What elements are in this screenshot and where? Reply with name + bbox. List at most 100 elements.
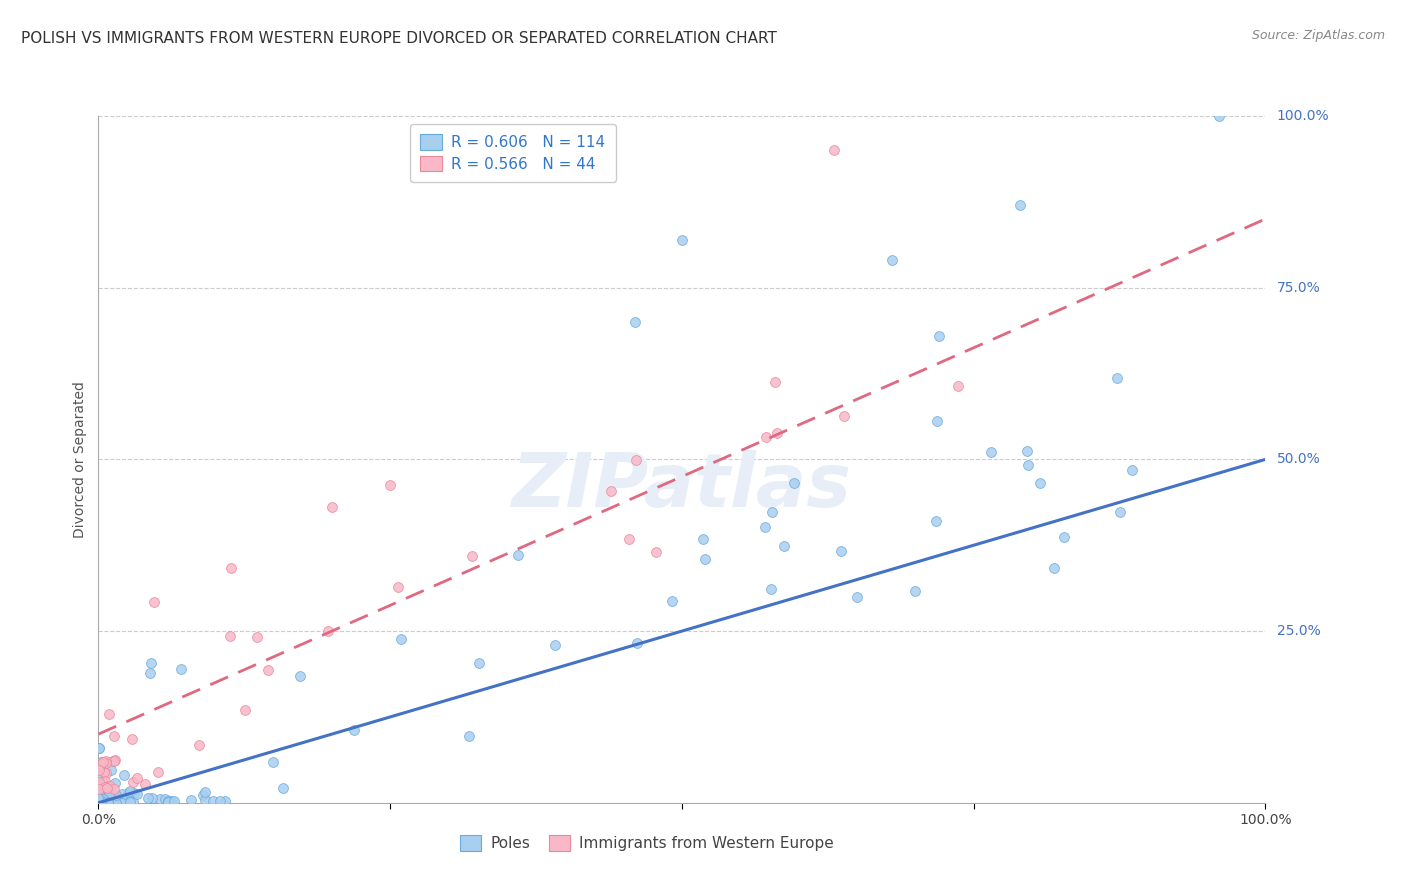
Point [97,796,120,810]
Point [91,791,114,805]
Point [125,787,148,801]
Point [759,582,782,596]
Point [87,768,110,782]
Point [100,779,122,793]
Text: Source: ZipAtlas.com: Source: ZipAtlas.com [1251,29,1385,42]
Point [124,786,146,800]
Point [508,548,530,562]
Point [979,445,1001,459]
Point [91,755,114,769]
Point [141,791,163,805]
Point [194,785,217,799]
Point [87,793,110,807]
Point [89,760,111,774]
Point [100,763,122,777]
Point [87,780,110,795]
Point [87,763,110,777]
Point [97,796,120,810]
Point [156,794,179,808]
Point [946,379,969,393]
Point [97,707,120,722]
Point [246,630,269,644]
Point [104,796,127,810]
Point [180,793,202,807]
Point [93,773,115,788]
Point [766,425,789,440]
Point [139,657,162,671]
Point [1109,505,1132,519]
Point [100,794,122,808]
Point [233,703,256,717]
Point [830,544,852,558]
Point [91,774,114,789]
Point [110,795,132,809]
Point [1017,443,1039,458]
Point [120,786,142,800]
Point [644,545,666,559]
Point [90,794,112,808]
Point [94,756,117,770]
Point [93,780,115,795]
Point [149,792,172,806]
Point [1053,531,1076,545]
Point [122,774,145,789]
Point [111,796,134,810]
Point [90,755,112,769]
Point [118,795,141,809]
Point [290,669,312,683]
Point [87,741,110,756]
Point [87,793,110,807]
Point [105,788,128,802]
Point [661,594,683,608]
Point [619,533,641,547]
Point [928,328,950,343]
Point [98,788,121,802]
Point [156,795,179,809]
Point [626,636,648,650]
Point [98,789,121,804]
Point [94,796,117,810]
Point [193,788,215,802]
Point [134,777,156,791]
Point [904,583,927,598]
Point [160,794,183,808]
Point [89,787,111,801]
Point [98,793,121,807]
Point [87,791,110,805]
Point [1017,458,1039,473]
Point [754,520,776,534]
Point [139,665,162,680]
Point [624,453,647,467]
Point [96,791,118,805]
Point [93,795,115,809]
Point [136,791,159,805]
Text: POLISH VS IMMIGRANTS FROM WESTERN EUROPE DIVORCED OR SEPARATED CORRELATION CHART: POLISH VS IMMIGRANTS FROM WESTERN EUROPE… [21,31,778,46]
Point [343,723,366,738]
Point [104,795,127,809]
Point [97,779,120,793]
Point [104,793,127,807]
Point [880,253,903,268]
Point [927,414,949,428]
Point [117,786,139,800]
Point [121,732,143,747]
Point [170,663,193,677]
Point [214,794,236,808]
Point [103,729,125,743]
Point [104,753,127,767]
Point [112,767,135,781]
Point [98,796,121,810]
Point [692,533,714,547]
Point [221,561,243,575]
Point [146,764,169,779]
Point [103,795,125,809]
Point [1121,463,1143,477]
Point [1010,198,1032,212]
Point [111,787,134,801]
Point [87,796,110,810]
Point [671,233,693,247]
Text: 25.0%: 25.0% [1277,624,1320,638]
Point [94,754,117,768]
Point [118,795,141,809]
Point [98,787,121,801]
